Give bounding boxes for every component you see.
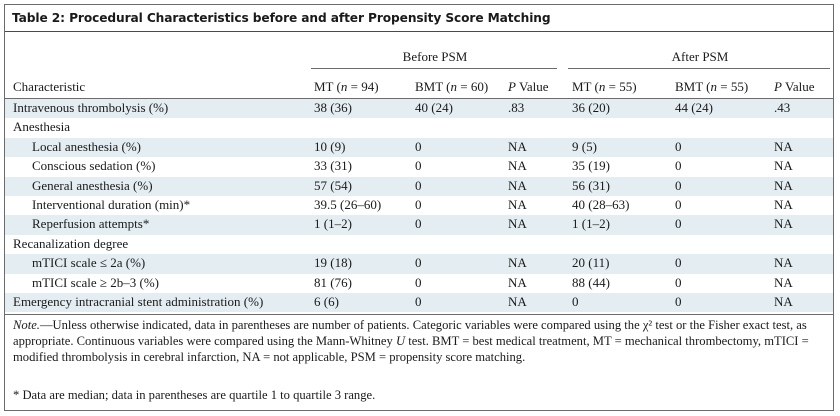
cell-mt-before: 1 (1–2) <box>314 216 352 232</box>
cell-bmt-before: 0 <box>415 274 422 290</box>
cell-mt-before: 81 (76) <box>314 274 352 290</box>
cell-bmt-after: 0 <box>675 158 682 174</box>
cell-bmt-after: 0 <box>675 216 682 232</box>
table-row: Conscious sedation (%) 33 (31) 0 NA 35 (19) 0… <box>5 157 833 176</box>
table-row: Reperfusion attempts* 1 (1–2) 0 NA 1 (1–2) 0 N… <box>5 215 833 235</box>
row-label: Intravenous thrombolysis (%) <box>13 100 169 115</box>
cell-mt-before: 39.5 (26–60) <box>314 196 382 212</box>
cell-bmt-before: 0 <box>415 177 422 193</box>
cell-bmt-after: 0 <box>675 196 682 212</box>
cell-mt-before: 33 (31) <box>314 158 352 174</box>
cell-mt-after: 35 (19) <box>572 158 610 174</box>
cell-mt-before: 38 (36) <box>314 100 352 115</box>
cell-bmt-after: 0 <box>675 255 682 271</box>
cell-p-before: NA <box>508 158 527 174</box>
cell-p-before: .83 <box>508 100 525 115</box>
row-label: Local anesthesia (%) <box>32 138 142 154</box>
column-header-row: Characteristic MT (n = 94) BMT (n = 60) … <box>5 76 833 99</box>
group-before-psm: Before PSM <box>402 49 468 64</box>
col-mt-after: MT (n = 55) <box>572 79 637 94</box>
cell-bmt-before: 0 <box>415 293 422 309</box>
cell-mt-after: 56 (31) <box>572 177 610 193</box>
cell-mt-after: 0 <box>572 293 579 309</box>
group-after-psm: After PSM <box>671 49 729 64</box>
cell-bmt-after: 0 <box>675 138 682 154</box>
cell-mt-before: 57 (54) <box>314 177 352 193</box>
col-bmt-before: BMT (n = 60) <box>415 79 489 94</box>
cell-p-before: NA <box>508 138 527 154</box>
cell-mt-before: 10 (9) <box>314 138 346 154</box>
cell-bmt-after: 0 <box>675 274 682 290</box>
cell-mt-before: 19 (18) <box>314 255 352 271</box>
table-row: Local anesthesia (%) 10 (9) 0 NA 9 (5) 0 NA <box>5 137 833 158</box>
cell-mt-after: 36 (20) <box>572 100 610 115</box>
cell-p-before: NA <box>508 196 527 212</box>
cell-bmt-after: 44 (24) <box>675 100 713 115</box>
row-label: Emergency intracranial stent administrat… <box>13 293 264 309</box>
cell-p-after: .43 <box>774 100 791 115</box>
row-label: General anesthesia (%) <box>32 177 153 193</box>
cell-p-before: NA <box>508 255 527 271</box>
group-after-underline <box>568 68 830 69</box>
cell-mt-after: 1 (1–2) <box>572 216 610 232</box>
cell-mt-after: 88 (44) <box>572 274 610 290</box>
table-container: Table 2: Procedural Characteristics befo… <box>4 4 834 411</box>
col-mt-before: MT (n = 94) <box>314 79 379 94</box>
row-label: Anesthesia <box>13 119 71 135</box>
cell-bmt-before: 0 <box>415 255 422 271</box>
cell-p-before: NA <box>508 274 527 290</box>
cell-p-after: NA <box>774 274 793 290</box>
row-label: Interventional duration (min)* <box>32 196 191 212</box>
cell-bmt-before: 0 <box>415 196 422 212</box>
row-label: mTICI scale ≤ 2a (%) <box>32 255 146 271</box>
cell-bmt-after: 0 <box>675 177 682 193</box>
row-label: Recanalization degree <box>13 235 129 251</box>
table-row: Interventional duration (min)* 39.5 (26–6… <box>5 196 833 215</box>
body-rule <box>5 314 833 315</box>
row-label: mTICI scale ≥ 2b–3 (%) <box>32 274 159 290</box>
cell-p-before: NA <box>508 216 527 232</box>
table-row: mTICI scale ≥ 2b–3 (%) 81 (76) 0 NA 88 (44) 0… <box>5 274 833 293</box>
header-rule <box>5 98 833 99</box>
cell-p-after: NA <box>774 255 793 271</box>
cell-bmt-before: 40 (24) <box>415 100 453 115</box>
table-row: Anesthesia <box>5 118 833 137</box>
cell-bmt-after: 0 <box>675 293 682 309</box>
table-row: mTICI scale ≤ 2a (%) 19 (18) 0 NA 20 (11) 0 NA <box>5 254 833 274</box>
table-title: Table 2: Procedural Characteristics befo… <box>12 11 551 25</box>
cell-mt-after: 20 (11) <box>572 255 610 271</box>
table-note: Note.—Unless otherwise indicated, data i… <box>13 318 809 364</box>
table-body: Intravenous thrombolysis (%) 38 (36) 40 (2… <box>5 99 833 313</box>
group-header: Before PSM After PSM <box>5 32 833 76</box>
cell-p-after: NA <box>774 293 793 309</box>
cell-mt-after: 40 (28–63) <box>572 196 630 212</box>
table-title-bar: Table 2: Procedural Characteristics befo… <box>5 5 833 32</box>
col-p-before: P Value <box>508 79 549 94</box>
cell-bmt-before: 0 <box>415 138 422 154</box>
col-bmt-after: BMT (n = 55) <box>675 79 749 94</box>
row-label: Conscious sedation (%) <box>32 158 156 174</box>
col-characteristic: Characteristic <box>13 79 86 94</box>
cell-p-after: NA <box>774 177 793 193</box>
table-footnote: * Data are median; data in parentheses a… <box>13 388 376 402</box>
cell-p-before: NA <box>508 293 527 309</box>
cell-p-after: NA <box>774 196 793 212</box>
cell-mt-after: 9 (5) <box>572 138 597 154</box>
cell-bmt-before: 0 <box>415 216 422 232</box>
table-row: Intravenous thrombolysis (%) 38 (36) 40 (2… <box>5 99 833 119</box>
cell-p-before: NA <box>508 177 527 193</box>
col-p-after: P Value <box>774 79 815 94</box>
table-row: General anesthesia (%) 57 (54) 0 NA 56 (31) 0… <box>5 176 833 196</box>
cell-mt-before: 6 (6) <box>314 293 339 309</box>
table-row: Emergency intracranial stent administrat… <box>5 292 833 313</box>
cell-p-after: NA <box>774 216 793 232</box>
cell-bmt-before: 0 <box>415 158 422 174</box>
cell-p-after: NA <box>774 138 793 154</box>
table-row: Recanalization degree <box>5 235 833 254</box>
group-before-underline <box>311 68 557 69</box>
cell-p-after: NA <box>774 158 793 174</box>
row-label: Reperfusion attempts* <box>32 216 150 232</box>
